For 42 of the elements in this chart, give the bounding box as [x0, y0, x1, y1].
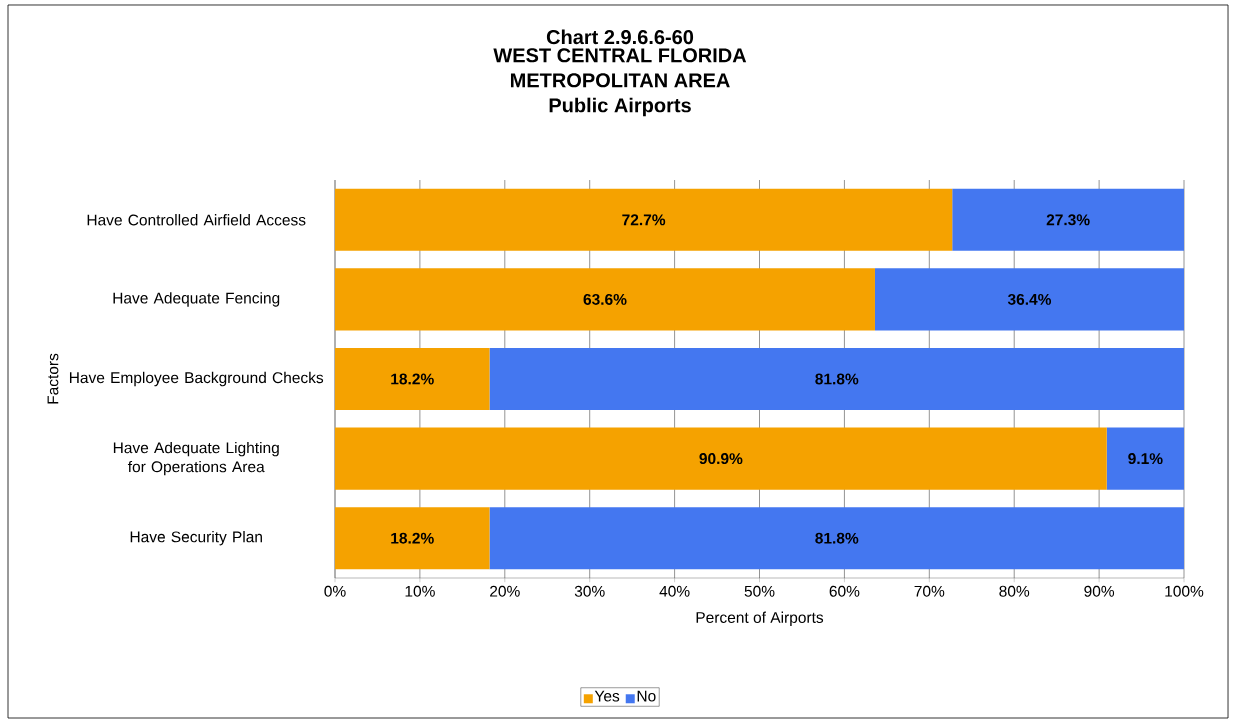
- bar: [489, 347, 1185, 411]
- y-tick-label: Have Security Plan: [130, 530, 262, 546]
- bar: [335, 347, 490, 411]
- bar: [489, 507, 1185, 570]
- bar: [335, 427, 1107, 490]
- data-label: 72.7%: [622, 214, 666, 226]
- data-label: 81.8%: [815, 532, 859, 544]
- bar: [335, 188, 953, 251]
- bar: [874, 268, 1185, 331]
- bar: [335, 507, 490, 570]
- x-tick-label: 70%: [914, 585, 945, 597]
- x-tick-label: 20%: [490, 585, 520, 597]
- data-label: 90.9%: [699, 453, 743, 465]
- data-label: 18.2%: [391, 532, 434, 544]
- chart-title: Chart 2.9.6.6-60: [546, 29, 694, 45]
- x-tick-label: 90%: [1084, 585, 1115, 597]
- y-tick-label: Have Employee Background Checks: [69, 371, 324, 387]
- data-label: 9.1%: [1128, 453, 1163, 465]
- x-tick-label: 0%: [324, 585, 346, 597]
- y-tick-label: Have Adequate Fencing: [113, 292, 280, 307]
- data-label: 36.4%: [1007, 293, 1052, 305]
- y-axis-title: Factors: [47, 353, 59, 404]
- bar: [335, 268, 875, 331]
- data-label: 63.6%: [583, 293, 627, 305]
- data-label: 27.3%: [1046, 214, 1090, 226]
- legend-label: No: [637, 690, 656, 702]
- bar: [1106, 427, 1185, 490]
- x-tick-label: 10%: [405, 585, 435, 597]
- x-tick-label: 30%: [574, 585, 605, 597]
- x-tick-label: 60%: [829, 585, 860, 597]
- y-tick-label: Have Adequate Lighting for Operations Area: [113, 441, 279, 476]
- x-tick-label: 100%: [1165, 585, 1204, 597]
- bar: [952, 188, 1185, 251]
- chart-subtitle: WEST CENTRAL FLORIDA METROPOLITAN AREA Public Airports: [493, 48, 747, 117]
- data-label: 18.2%: [391, 373, 434, 385]
- x-axis-title: Percent of Airports: [696, 611, 824, 627]
- data-label: 81.8%: [815, 373, 859, 385]
- x-tick-label: 80%: [999, 585, 1030, 597]
- x-tick-label: 40%: [659, 585, 690, 597]
- x-tick-label: 50%: [744, 585, 775, 597]
- y-tick-label: Have Controlled Airfield Access: [87, 214, 306, 226]
- legend-label: Yes: [594, 690, 620, 702]
